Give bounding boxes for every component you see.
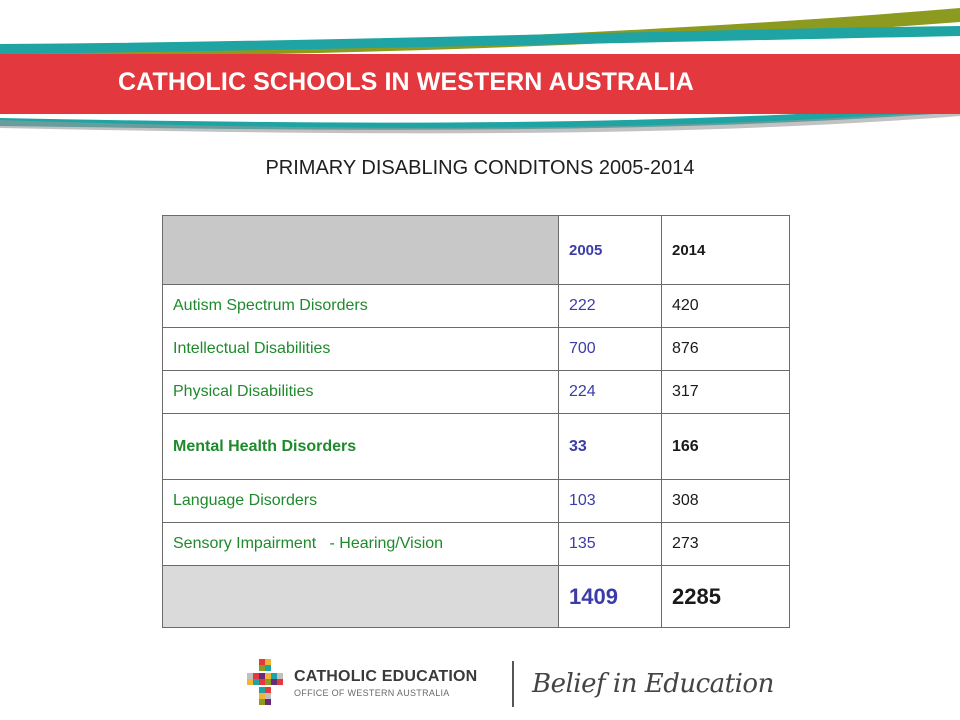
- row-value-2014: 317: [661, 370, 790, 414]
- row-value-2014: 876: [661, 327, 790, 371]
- page-title: PRIMARY DISABLING CONDITONS 2005-2014: [265, 157, 695, 179]
- row-value-2014: 308: [661, 479, 790, 523]
- tagline: Belief in Education: [532, 669, 774, 699]
- header-banner: CATHOLIC SCHOOLS IN WESTERN AUSTRALIA: [0, 0, 960, 140]
- footer-divider: [512, 661, 514, 707]
- footer-branding: CATHOLIC EDUCATION OFFICE OF WESTERN AUS…: [240, 655, 774, 715]
- org-title: CATHOLIC EDUCATION: [294, 668, 478, 685]
- total-value-2005: 1409: [558, 565, 662, 628]
- banner-title: CATHOLIC SCHOOLS IN WESTERN AUSTRALIA: [118, 68, 694, 96]
- table-row: Language Disorders 103 308: [162, 479, 790, 523]
- table-header-row: 2005 2014: [162, 215, 790, 285]
- total-label: [162, 565, 559, 628]
- row-label: Intellectual Disabilities: [162, 327, 559, 371]
- org-subtitle: OFFICE OF WESTERN AUSTRALIA: [294, 688, 450, 698]
- disabling-conditions-table: 2005 2014 Autism Spectrum Disorders 222 …: [162, 215, 790, 628]
- row-label: Sensory Impairment - Hearing/Vision: [162, 522, 559, 566]
- header-cell-2005: 2005: [558, 215, 662, 285]
- cross-mosaic-icon: [247, 659, 283, 705]
- row-value-2014: 420: [661, 284, 790, 328]
- row-value-2005: 224: [558, 370, 662, 414]
- row-value-2005: 135: [558, 522, 662, 566]
- header-cell-label: [162, 215, 559, 285]
- table-row: Autism Spectrum Disorders 222 420: [162, 284, 790, 328]
- row-label: Mental Health Disorders: [162, 413, 559, 480]
- banner-ribbon-graphic: [0, 8, 960, 134]
- row-label: Physical Disabilities: [162, 370, 559, 414]
- table-row: Sensory Impairment - Hearing/Vision 135 …: [162, 522, 790, 566]
- table-row: Physical Disabilities 224 317: [162, 370, 790, 414]
- header-cell-2014: 2014: [661, 215, 790, 285]
- row-label: Language Disorders: [162, 479, 559, 523]
- row-value-2005: 33: [558, 413, 662, 480]
- table-row: Mental Health Disorders 33 166: [162, 413, 790, 480]
- table-row: Intellectual Disabilities 700 876: [162, 327, 790, 371]
- row-value-2005: 103: [558, 479, 662, 523]
- row-value-2005: 700: [558, 327, 662, 371]
- row-label: Autism Spectrum Disorders: [162, 284, 559, 328]
- row-value-2005: 222: [558, 284, 662, 328]
- total-value-2014: 2285: [661, 565, 790, 628]
- table-total-row: 1409 2285: [162, 565, 790, 628]
- row-value-2014: 166: [661, 413, 790, 480]
- row-value-2014: 273: [661, 522, 790, 566]
